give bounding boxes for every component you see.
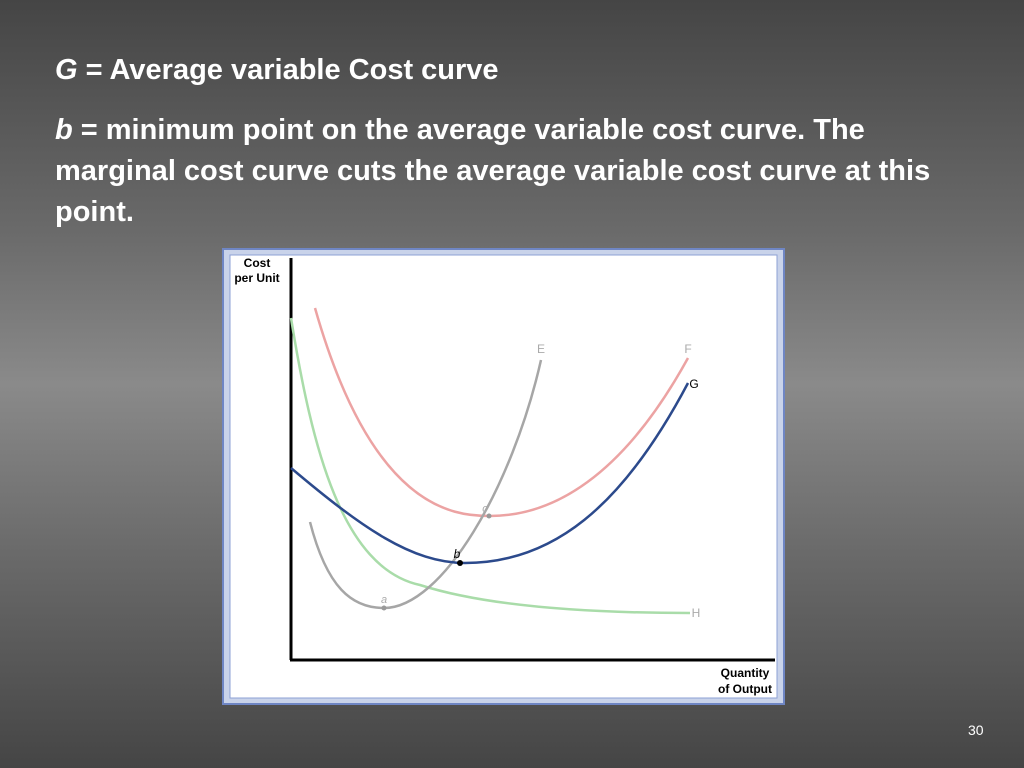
cost-diagram: Cost per Unit Quantity of Output E F G H… (222, 248, 785, 705)
y-axis-label: per Unit (234, 271, 279, 285)
curve-label: H (692, 606, 701, 620)
point-label: b (454, 547, 461, 561)
curve-e (308, 359, 543, 610)
curve-h (289, 317, 691, 615)
curve-label: E (537, 342, 545, 356)
curve-g (290, 382, 690, 565)
definition: G = Average variable Cost curve (55, 50, 975, 91)
term: b (55, 114, 73, 146)
point-label: c (482, 503, 488, 515)
definition: b = minimum point on the average variabl… (55, 110, 975, 233)
point-marker (457, 560, 463, 566)
point-marker (381, 605, 387, 611)
y-axis-label: Cost (244, 256, 271, 270)
page-number: 30 (968, 722, 984, 738)
definition-text: = Average variable Cost curve (85, 54, 499, 86)
term: G (55, 54, 78, 86)
definition-text: = minimum point on the average variable … (55, 114, 931, 228)
curve-label: F (684, 342, 691, 356)
x-axis-label: of Output (718, 682, 772, 696)
point-marker (486, 513, 492, 519)
x-axis-label: Quantity (721, 666, 770, 680)
point-label: a (381, 594, 387, 606)
curve-label: G (689, 377, 698, 391)
